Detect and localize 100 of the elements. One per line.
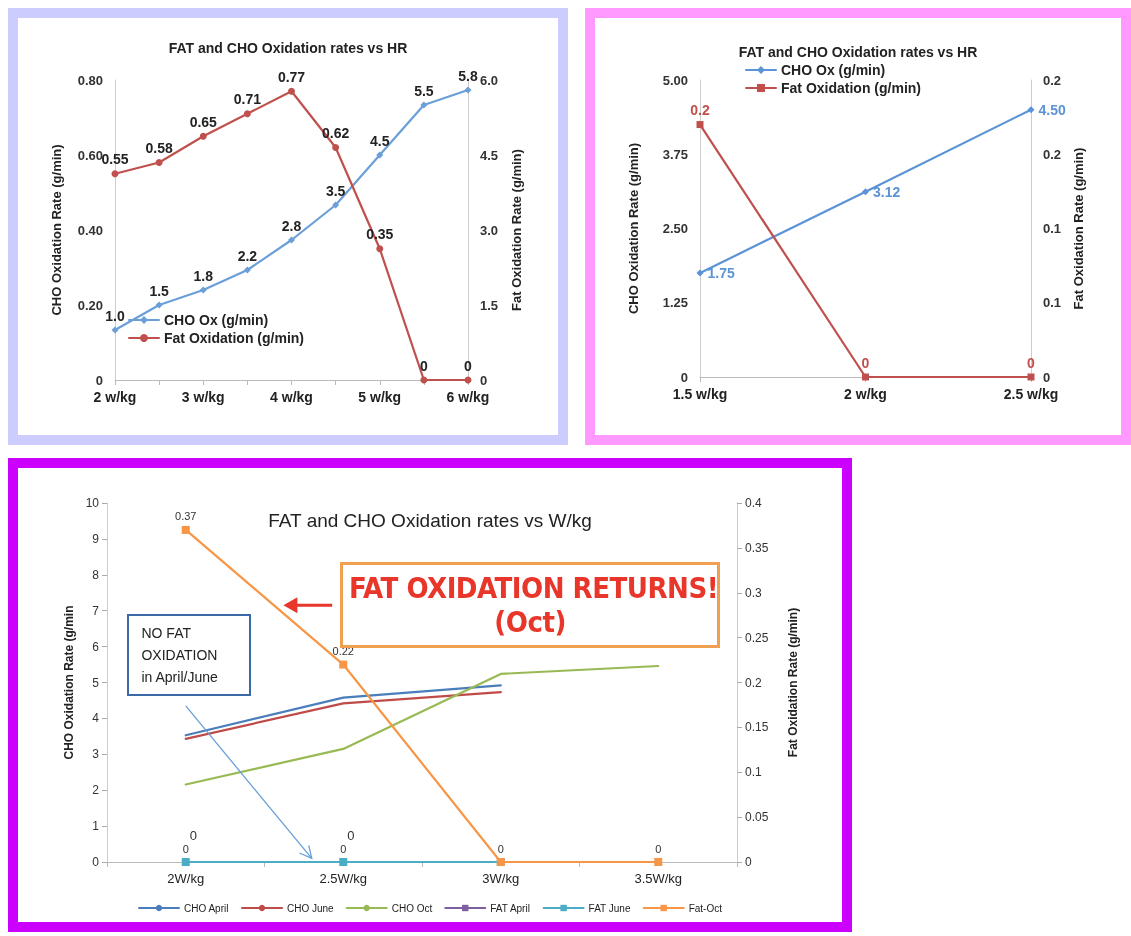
y-tick-label: 0 [95,372,103,388]
point [654,858,663,866]
data-label: 4.50 [1038,101,1066,118]
y2-tick-label: 0.1 [1043,295,1062,311]
y2-tick-label: 0.35 [745,540,769,555]
y2-tick-label: 0 [480,372,488,388]
y2-tick-label: 0.1 [1043,221,1062,236]
y2-axis-title: Fat Oxidation Rate (g/min) [509,149,524,311]
x-tick-label: 6 w/kg [446,389,490,405]
y-axis-title: CHO Oxidation Rate (g/min) [49,144,64,316]
data-label: 1.0 [105,307,125,324]
point [199,286,207,294]
point [376,245,384,253]
y-tick-label: 0.20 [77,297,103,313]
x-tick-label: 2.5 w/kg [1003,386,1059,402]
y2-tick-label: 0.1 [745,765,763,780]
data-label: 0 [419,357,428,374]
x-tick-label: 5 w/kg [358,389,402,405]
y-tick-label: 9 [92,531,100,546]
data-label: 3.5 [325,182,346,199]
data-label: 0 [340,842,347,855]
point [339,858,348,866]
y2-tick-label: 0.4 [745,496,763,510]
legend-label: CHO Ox (g/min) [164,312,269,328]
point [243,110,251,118]
legend-label: Fat-Oct [688,902,723,914]
x-tick-label: 2 w/kg [93,389,137,405]
data-label: 1.5 [149,282,170,299]
point [332,201,340,209]
y2-tick-label: 0.2 [745,675,763,690]
x-tick-label: 3 w/kg [181,389,225,405]
data-label: 0.58 [145,140,173,156]
y2-tick-label: 6.0 [480,72,499,88]
note-box: FAT OXIDATION RETURNS! (Oct) [340,562,721,649]
annotation: 0 [347,828,355,843]
point [288,236,295,244]
data-label: 5.5 [414,82,434,99]
point [199,132,207,140]
x-tick-label: 3.5W/kg [634,871,683,886]
point [155,159,163,166]
point [1027,106,1035,114]
y-tick-label: 5 [92,675,100,690]
data-label: 0 [861,354,870,371]
legend-label: CHO April [183,902,229,914]
chart-title: FAT and CHO Oxidation rates vs W/kg [268,510,592,531]
data-label: 3.12 [873,183,901,200]
note-box: NO FAT OXIDATION in April/June [127,614,252,697]
y-tick-label: 0 [92,855,100,869]
y2-tick-label: 3.0 [480,222,499,238]
point [243,266,251,274]
y-tick-label: 2 [92,783,100,798]
chart-title: FAT and CHO Oxidation rates vs HR [738,44,978,60]
data-label: 2.2 [237,247,258,264]
y2-tick-label: 0.2 [1043,72,1062,88]
y2-tick-label: 0.15 [745,720,769,735]
y2-tick-label: 4.5 [480,147,499,163]
y2-tick-label: 0.25 [745,630,769,645]
x-tick-label: 2W/kg [167,871,205,886]
data-label: 2.8 [281,217,302,234]
data-label: 0.37 [175,510,197,523]
y-tick-label: 3 [92,747,100,762]
y2-axis-title: Fat Oxidation Rate (g/min) [786,607,800,758]
x-tick-label: 1.5 w/kg [672,386,728,402]
y-tick-label: 1.25 [662,295,688,311]
point [339,660,348,669]
point [464,86,472,94]
y-tick-label: 0.80 [77,72,103,88]
legend-label: CHO Oct [391,902,433,914]
data-label: 0.2 [690,102,710,119]
y-tick-label: 0.40 [77,222,103,238]
data-label: 0 [182,842,189,855]
chart-title: FAT and CHO Oxidation rates vs HR [168,40,408,56]
point [181,525,190,534]
legend-label: Fat Oxidation (g/min) [781,80,921,96]
data-label: 0.65 [189,113,218,130]
y2-axis-title: Fat Oxidation Rate (g/min) [1070,147,1086,310]
x-tick-label: 2.5W/kg [319,871,368,886]
data-label: 5.8 [458,67,478,84]
legend-label: CHO Ox (g/min) [781,62,886,78]
y-axis-title: CHO Oxidation Rate (g/min) [626,142,641,315]
point [155,301,163,309]
y-tick-label: 5.00 [662,72,688,88]
y-tick-label: 0 [680,369,688,385]
x-tick-label: 2 w/kg [844,386,887,402]
y-tick-label: 3.75 [662,146,688,162]
x-tick-label: 3W/kg [482,871,520,886]
y2-tick-label: 0.05 [745,810,769,825]
data-label: 0 [497,842,504,855]
y-tick-label: 1 [92,819,100,834]
y2-tick-label: 0 [745,855,752,869]
y-tick-label: 6 [92,639,100,654]
point [376,151,384,159]
legend-label: Fat Oxidation (g/min) [164,330,304,346]
point [420,101,428,109]
point [111,170,119,178]
y-tick-label: 4 [92,711,100,726]
data-label: 4.5 [370,132,390,149]
y-tick-label: 0.60 [77,147,103,163]
y-axis-title: CHO Oxidation Rate (g/min [61,605,76,760]
y2-tick-label: 1.5 [480,297,499,313]
